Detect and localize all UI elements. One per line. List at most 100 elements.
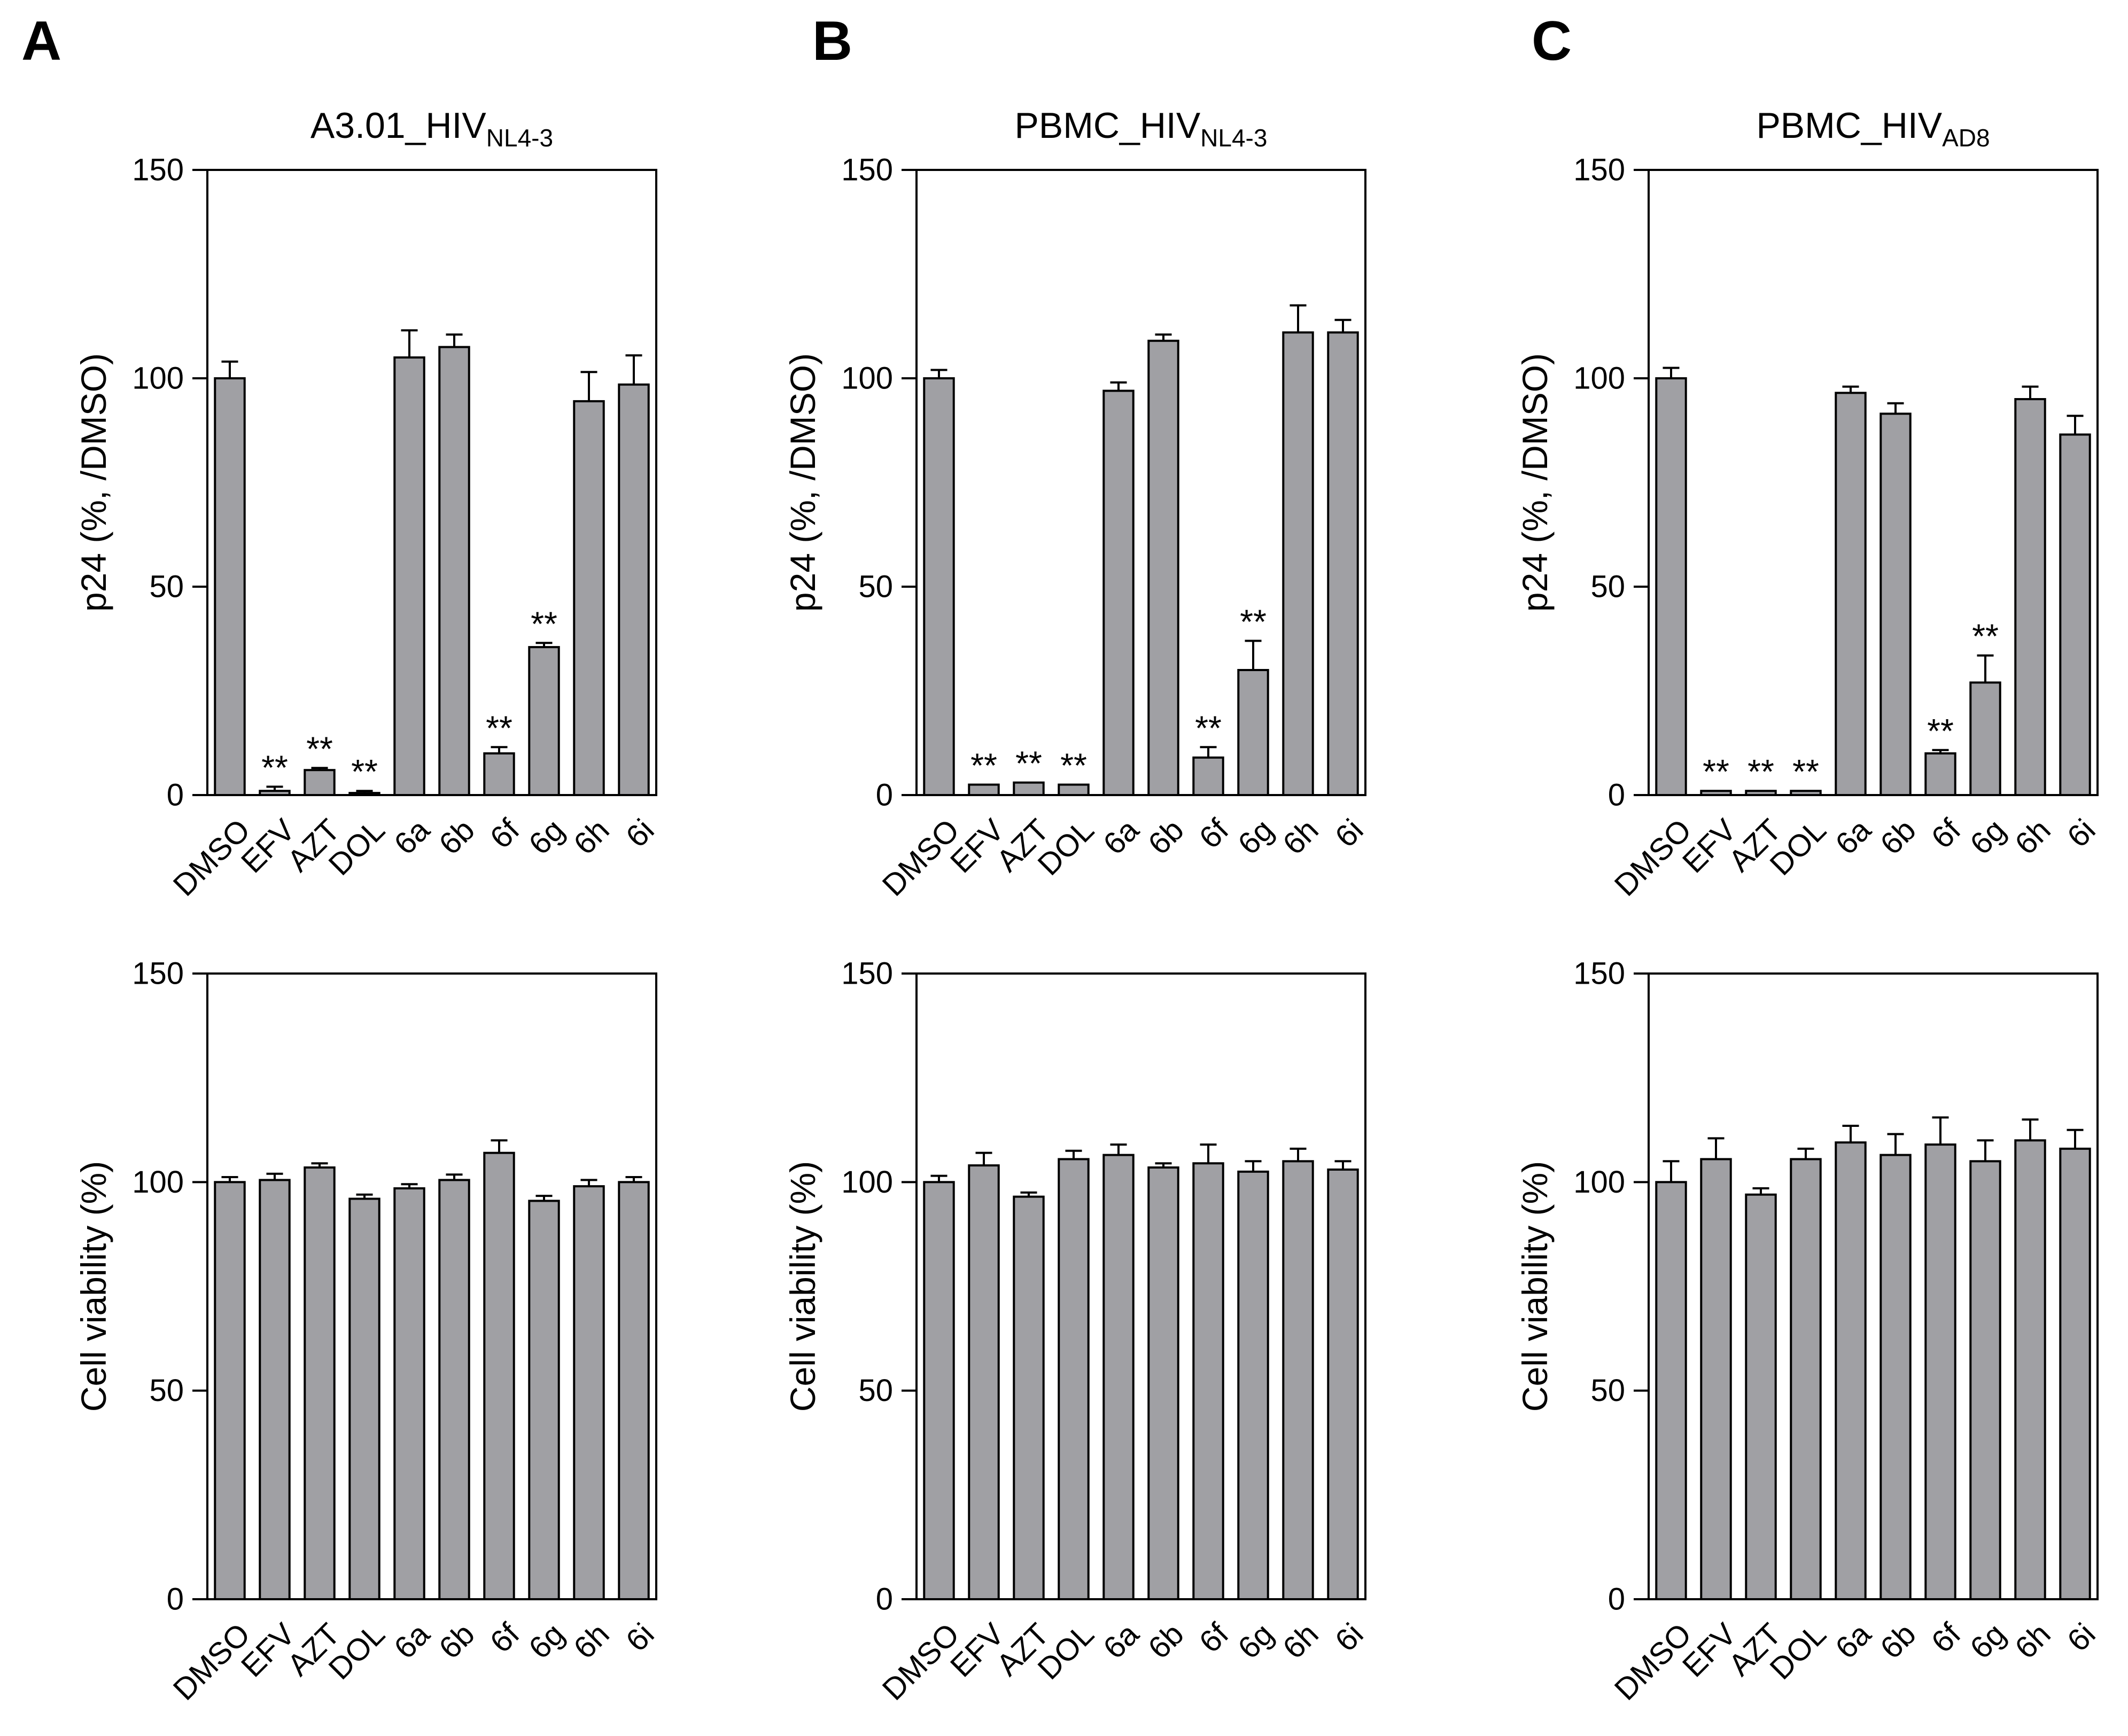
chart-b-top-ytick-100: 100 <box>841 361 893 396</box>
chart-b-top-frame <box>915 169 1366 796</box>
chart-c-top-bar-6g <box>1969 681 2001 797</box>
chart-b-bottom-ytick-100: 100 <box>841 1165 893 1200</box>
chart-b-bottom-bar-6h <box>1282 1160 1314 1601</box>
chart-c-top-bar-6a <box>1835 392 1867 796</box>
chart-c-top-bar-6h <box>2014 398 2046 796</box>
chart-a-bottom-bar-6h <box>573 1185 605 1600</box>
chart-b-top-ylabel: p24 (%, /DMSO) <box>783 353 822 612</box>
chart-b-bottom-bar-azt <box>1013 1195 1045 1601</box>
chart-c-bottom-bar-azt <box>1745 1193 1777 1601</box>
chart-a-bottom-bar-6f <box>483 1151 515 1601</box>
chart-c-bottom-bar-6i <box>2059 1147 2091 1600</box>
chart-c-top-bar-dmso <box>1655 377 1687 796</box>
chart-c-bottom-ytick-150: 150 <box>1573 956 1625 991</box>
chart-b-bottom-ytick-50: 50 <box>858 1373 893 1408</box>
chart-a-top-significance-azt: ** <box>306 729 333 768</box>
chart-c-top-ylabel: p24 (%, /DMSO) <box>1515 353 1555 612</box>
chart-c-bottom-bar-6f <box>1924 1143 1956 1600</box>
chart-b-top-title-sub: NL4-3 <box>1200 124 1267 152</box>
chart-c-top-ytick-50: 50 <box>1590 570 1625 604</box>
chart-a-top-bar-6b <box>438 346 470 796</box>
chart-a-top-ytick-0: 0 <box>167 778 184 813</box>
chart-a-top-title: A3.01_HIVNL4-3 <box>310 105 553 152</box>
chart-a-bottom-frame <box>206 972 657 1600</box>
chart-b-top-bar-6a <box>1102 390 1135 796</box>
chart-b-top-significance-dol: ** <box>1060 746 1087 785</box>
chart-b-bottom-bar-6a <box>1102 1154 1135 1601</box>
chart-c-bottom-bar-efv <box>1700 1158 1732 1601</box>
chart-c-top-title-sub: AD8 <box>1942 124 1990 152</box>
chart-b-top-significance-efv: ** <box>970 746 997 785</box>
chart-c-top-ytick-100: 100 <box>1573 361 1625 396</box>
chart-a-top-ytick-100: 100 <box>132 361 184 396</box>
chart-b-top-significance-6f: ** <box>1195 709 1222 747</box>
chart-c-top-significance-6g: ** <box>1972 617 1999 656</box>
chart-a-top-ylabel: p24 (%, /DMSO) <box>74 353 113 612</box>
chart-b-bottom-bar-dmso <box>923 1181 955 1600</box>
chart-a-bottom-bar-dmso <box>214 1181 246 1600</box>
chart-b-bottom-ytick-0: 0 <box>876 1582 893 1617</box>
chart-c-top-significance-efv: ** <box>1703 752 1729 791</box>
chart-a-top-title-main: A3.01_HIV <box>310 105 487 146</box>
chart-c-top-bar-6f <box>1924 752 1956 796</box>
panel-letter-c: C <box>1532 10 1572 72</box>
chart-a-top-title-sub: NL4-3 <box>486 124 553 152</box>
chart-b-bottom-ytick-150: 150 <box>841 956 893 991</box>
chart-b-bottom-bar-6f <box>1192 1162 1224 1601</box>
chart-a-top-bar-6f <box>483 752 515 796</box>
chart-b-top-bar-azt <box>1013 781 1045 796</box>
chart-a-top-bar-6g <box>528 646 560 796</box>
chart-b-top-significance-azt: ** <box>1015 744 1042 783</box>
chart-c-bottom-bar-6b <box>1880 1154 1912 1601</box>
chart-c-top-bar-6b <box>1880 412 1912 796</box>
chart-a-top-bar-6a <box>393 356 425 796</box>
chart-c-top-ytick-150: 150 <box>1573 153 1625 188</box>
chart-a-top-bar-dmso <box>214 377 246 796</box>
chart-a-top-significance-efv: ** <box>261 748 288 787</box>
panel-letter-b: B <box>812 10 852 72</box>
chart-b-top-bar-6h <box>1282 331 1314 796</box>
chart-b-top-ytick-50: 50 <box>858 570 893 604</box>
chart-c-bottom-bar-6h <box>2014 1139 2046 1600</box>
chart-a-bottom-bar-azt <box>304 1166 336 1600</box>
chart-a-bottom-bar-dol <box>348 1197 380 1601</box>
chart-b-top-ytick-150: 150 <box>841 153 893 188</box>
chart-a-bottom-ylabel: Cell viability (%) <box>74 1161 113 1412</box>
chart-b-bottom-bar-6b <box>1147 1166 1179 1600</box>
chart-c-top-title-main: PBMC_HIV <box>1756 105 1942 146</box>
chart-c-top-significance-azt: ** <box>1748 752 1774 791</box>
chart-c-bottom-frame <box>1648 972 2099 1600</box>
chart-a-bottom-ytick-150: 150 <box>132 956 184 991</box>
chart-c-bottom-bar-dol <box>1790 1158 1822 1601</box>
chart-b-bottom-bar-6i <box>1327 1168 1359 1600</box>
chart-a-bottom-ytick-100: 100 <box>132 1165 184 1200</box>
chart-b-top-bar-6b <box>1147 339 1179 796</box>
chart-b-bottom-ylabel: Cell viability (%) <box>783 1161 822 1412</box>
chart-a-top-significance-6g: ** <box>531 604 557 643</box>
chart-b-top-bar-6f <box>1192 756 1224 797</box>
chart-a-top-ytick-150: 150 <box>132 153 184 188</box>
chart-c-bottom-bar-dmso <box>1655 1181 1687 1600</box>
chart-a-bottom-bar-6i <box>618 1181 650 1600</box>
chart-a-bottom-bar-6a <box>393 1187 425 1600</box>
chart-c-bottom-ytick-50: 50 <box>1590 1373 1625 1408</box>
chart-c-top-bar-6i <box>2059 433 2091 796</box>
chart-c-bottom-ytick-100: 100 <box>1573 1165 1625 1200</box>
chart-b-top-bar-dmso <box>923 377 955 796</box>
chart-b-top-bar-efv <box>968 783 1000 796</box>
chart-b-top-significance-6g: ** <box>1240 602 1267 641</box>
chart-c-bottom-ylabel: Cell viability (%) <box>1515 1161 1555 1412</box>
chart-a-top: A3.01_HIVNL4-3DMSO**EFV**AZT**DOL6a6b**6… <box>74 105 661 903</box>
chart-b-bottom-frame <box>915 972 1366 1600</box>
chart-a-top-bar-azt <box>304 769 336 796</box>
chart-c-top-significance-dol: ** <box>1792 752 1819 791</box>
panel-letter-a: A <box>21 10 61 72</box>
chart-a-bottom-ytick-0: 0 <box>167 1582 184 1617</box>
chart-c-top-title: PBMC_HIVAD8 <box>1756 105 1990 152</box>
chart-a-top-ytick-50: 50 <box>149 570 184 604</box>
chart-b-bottom-bar-efv <box>968 1164 1000 1600</box>
chart-a-bottom-bar-6g <box>528 1200 560 1601</box>
chart-b-top-title-main: PBMC_HIV <box>1015 105 1201 146</box>
